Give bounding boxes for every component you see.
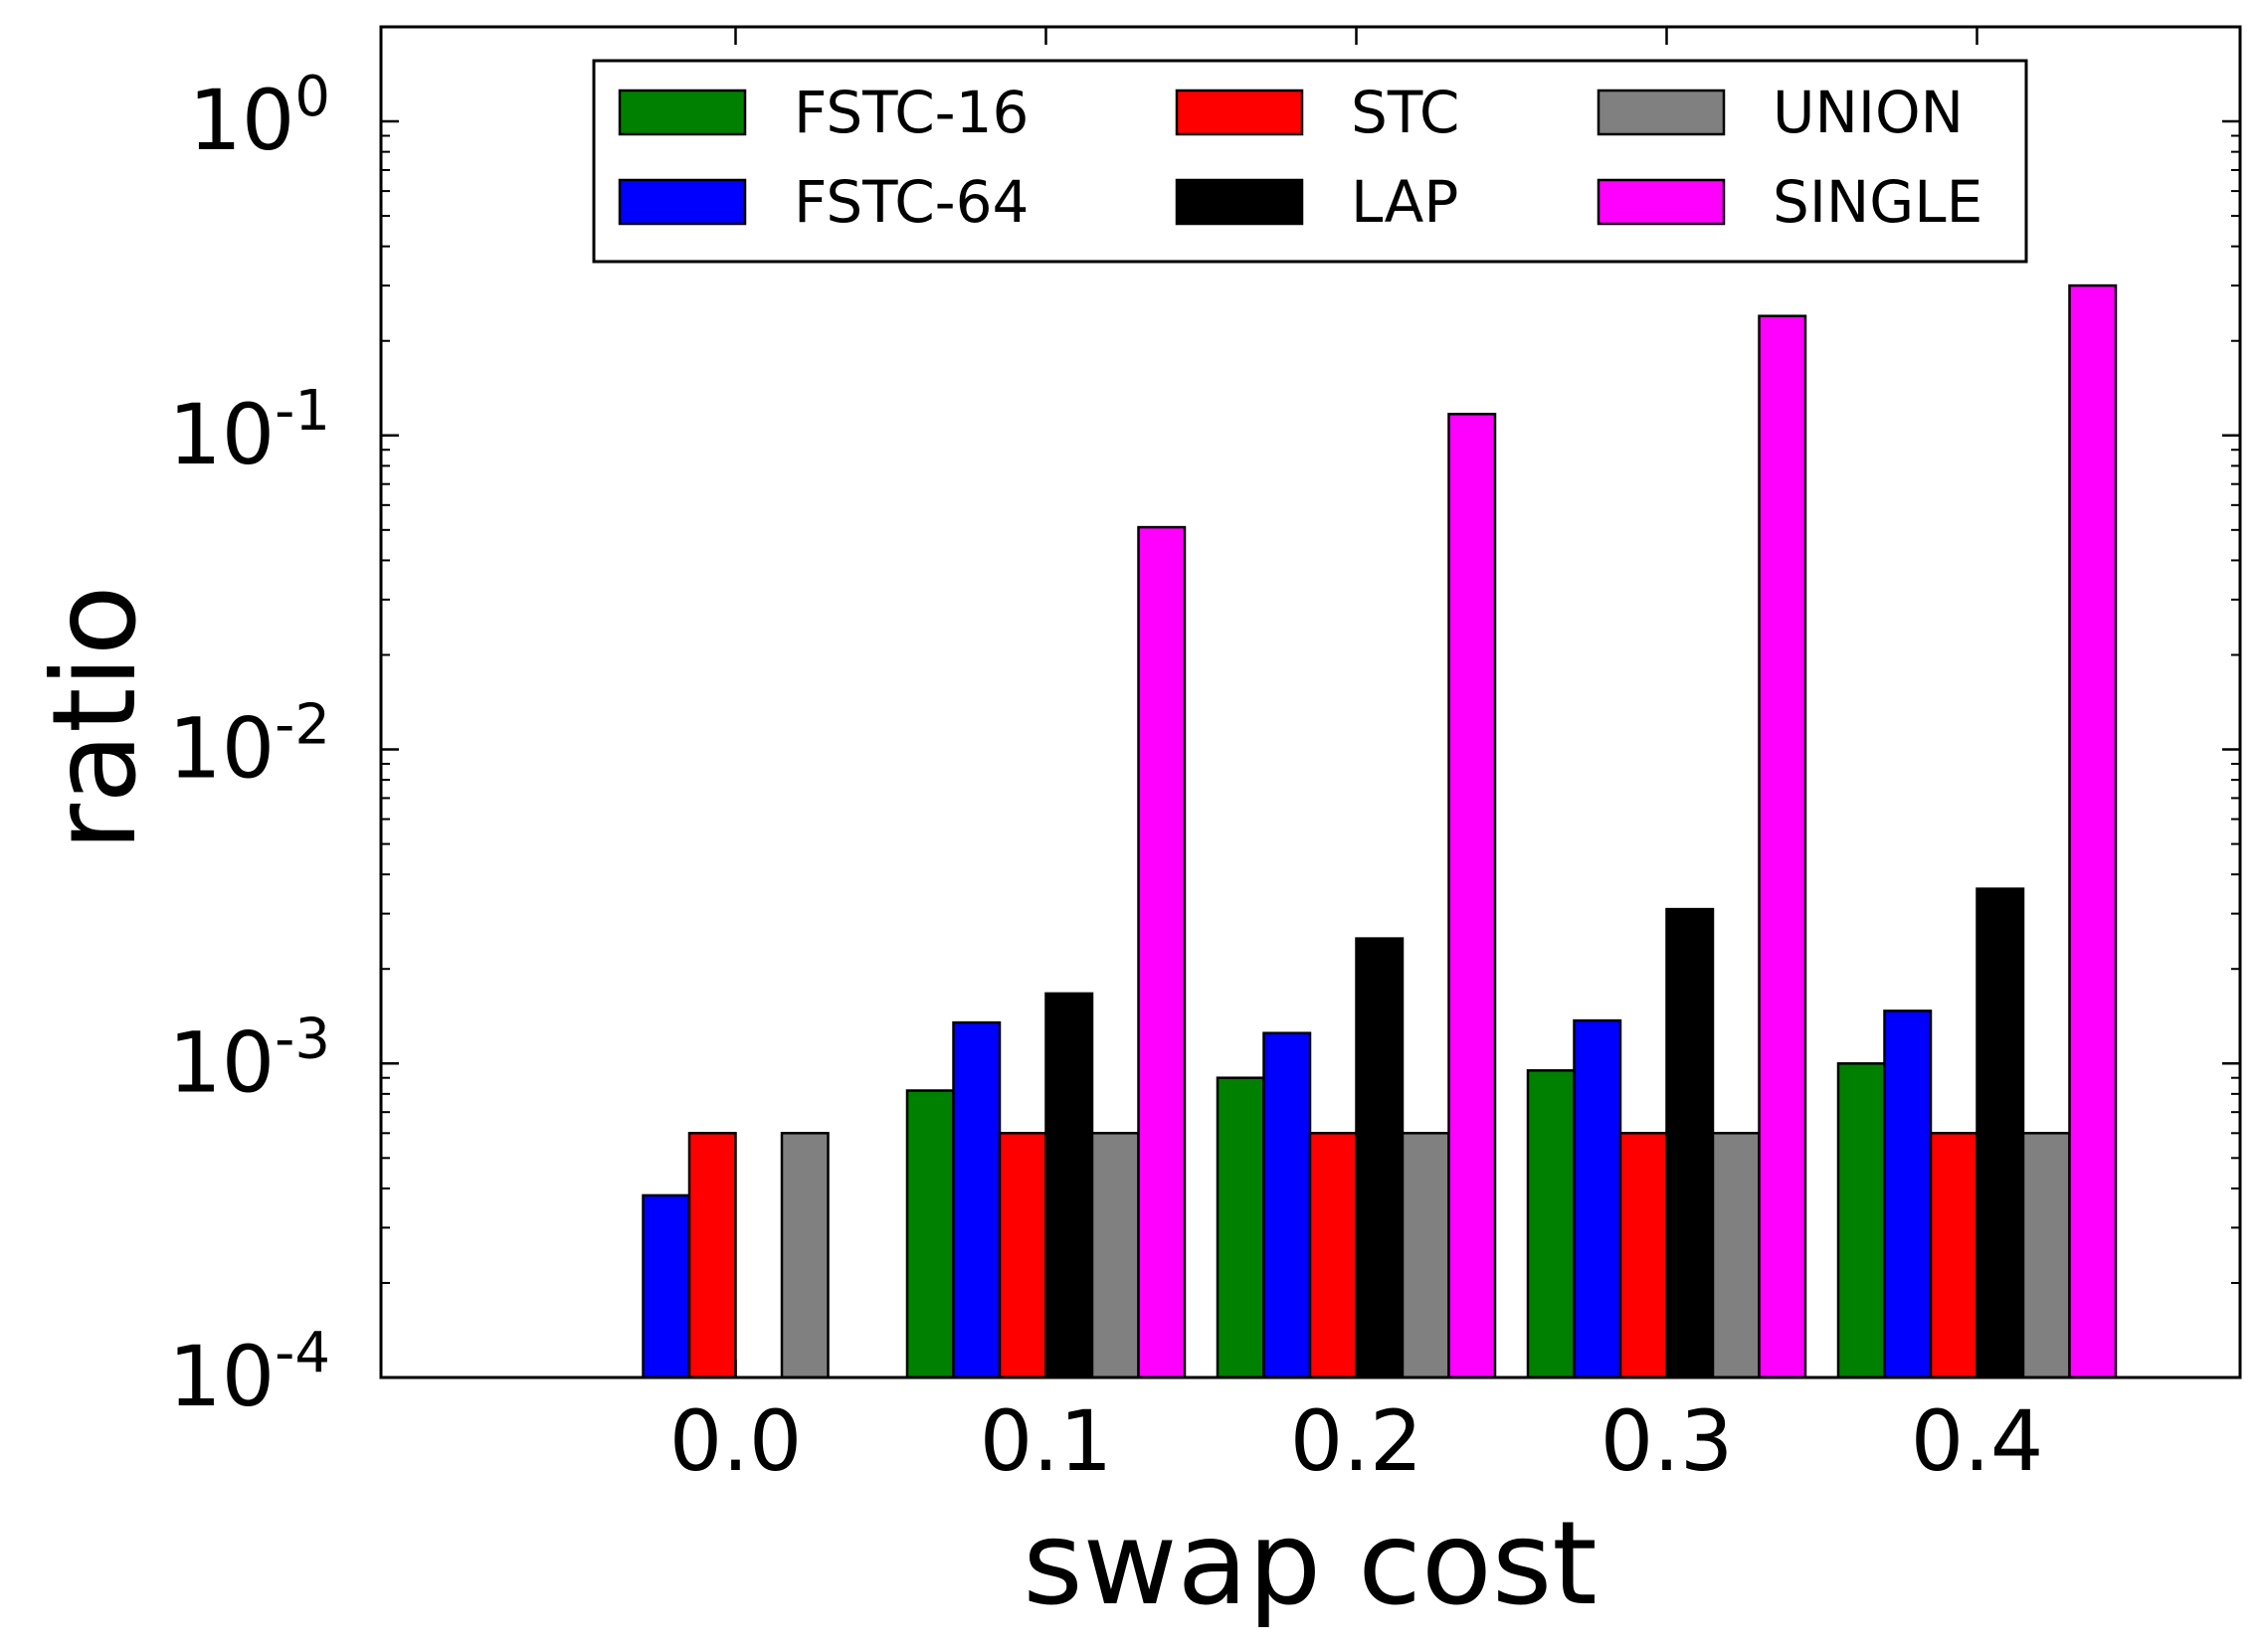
legend-label-stc: STC [1351,79,1459,146]
bar-stc-0.2 [1308,1132,1358,1379]
x-tick-label: 0.4 [1911,1392,2044,1490]
bar-lap-0.2 [1355,937,1405,1379]
y-tick-label: 100 [188,65,330,169]
legend-swatch-fstc-16 [618,89,747,136]
bar-lap-0.1 [1044,992,1094,1379]
bar-single-0.1 [1137,525,1187,1379]
bar-fstc-16-0.2 [1216,1076,1265,1379]
bar-fstc-16-0.4 [1836,1062,1886,1379]
bar-fstc-64-0.4 [1883,1010,1933,1379]
bar-fstc-64-0.1 [952,1020,1002,1379]
legend-swatch-union [1597,89,1726,136]
bar-single-0.3 [1758,314,1807,1379]
bar-union-0.1 [1090,1132,1140,1379]
bar-stc-0.4 [1929,1132,1978,1379]
y-tick-label: 10-2 [168,693,330,798]
legend-swatch-stc [1175,89,1304,136]
plot-frame [379,25,2242,1379]
bar-union-0.4 [2021,1132,2071,1379]
legend-label-union: UNION [1773,79,1964,146]
y-axis-label: ratio [28,585,162,850]
bar-fstc-64-0.2 [1262,1031,1312,1379]
legend: FSTC-16 FSTC-64 STC LAP UNION SINGLE [592,59,2028,264]
ticks-layer: 10-4 10-3 10-2 10-1 100 0.0 0.1 0.2 0.3 0.4 [168,26,2240,1490]
bar-lap-0.4 [1976,887,2025,1379]
y-tick-label: 10-4 [168,1321,330,1425]
bar-union-0.3 [1711,1132,1761,1379]
x-tick-label: 0.3 [1600,1392,1734,1490]
bar-union-0.2 [1401,1132,1450,1379]
bar-single-0.4 [2068,283,2118,1379]
legend-label-fstc-16: FSTC-16 [794,79,1029,146]
y-tick-label: 10-1 [168,379,330,483]
bar-fstc-16-0.3 [1526,1069,1576,1379]
bar-lap-0.3 [1665,907,1715,1379]
y-tick-label: 10-3 [168,1007,330,1111]
legend-swatch-single [1597,178,1726,226]
legend-label-single: SINGLE [1773,168,1982,236]
bar-union-0.0 [780,1132,830,1379]
bar-stc-0.0 [687,1132,737,1379]
x-tick-label: 0.1 [980,1392,1113,1490]
bars-layer [642,283,2118,1379]
x-tick-label: 0.2 [1290,1392,1423,1490]
legend-label-fstc-64: FSTC-64 [794,168,1029,236]
legend-swatch-fstc-64 [618,178,747,226]
bar-fstc-16-0.1 [905,1089,955,1379]
x-tick-label: 0.0 [669,1392,803,1490]
bar-stc-0.3 [1618,1132,1668,1379]
bar-fstc-64-0.0 [642,1193,691,1379]
legend-label-lap: LAP [1351,168,1458,236]
x-axis-label: swap cost [1023,1497,1598,1631]
bar-fstc-64-0.3 [1573,1018,1622,1379]
bar-single-0.2 [1447,413,1497,1379]
legend-box [592,59,2028,264]
legend-swatch-lap [1175,178,1304,226]
bar-stc-0.1 [998,1132,1047,1379]
